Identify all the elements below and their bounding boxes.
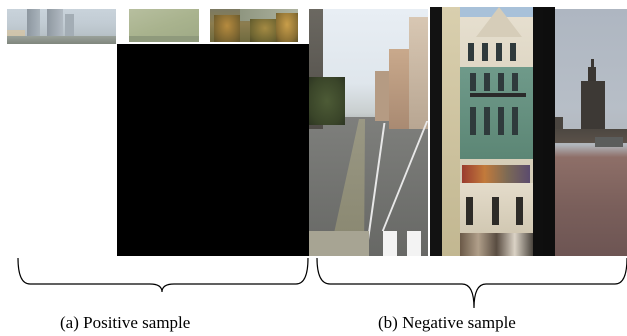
negative-sample-street-image [309, 9, 428, 256]
tree-shape [309, 77, 345, 125]
window [484, 73, 490, 91]
pedestrians [460, 233, 533, 256]
window [484, 107, 490, 135]
shop-sign [462, 165, 530, 183]
building-shape [555, 117, 563, 135]
building-shape [389, 49, 411, 129]
window [496, 43, 502, 61]
ground-strip [129, 36, 199, 42]
building-shape [65, 14, 74, 44]
curb [309, 231, 369, 256]
dark-border [533, 7, 543, 256]
building-shape [409, 17, 428, 129]
negative-sample-brace [316, 257, 627, 309]
door [516, 197, 523, 225]
negative-sample-caption: (b) Negative sample [378, 313, 516, 332]
window [512, 73, 518, 91]
building-shape [27, 9, 40, 44]
castle-spire [591, 59, 594, 69]
building-shape [47, 9, 63, 44]
building-shape [442, 7, 460, 256]
window [498, 73, 504, 91]
castle-tower [588, 67, 596, 85]
tree-shape [276, 13, 298, 42]
window [510, 43, 516, 61]
door [466, 197, 473, 225]
positive-sample-image-3 [210, 9, 298, 42]
tree-shape [250, 19, 280, 42]
window [468, 43, 474, 61]
window [470, 73, 476, 91]
castle [581, 81, 605, 131]
boat [595, 137, 623, 147]
positive-sample-caption: (a) Positive sample [60, 313, 191, 332]
negative-sample-river-image [555, 9, 627, 256]
negative-sample-building-image [430, 7, 543, 256]
dark-border [430, 7, 442, 256]
window [512, 107, 518, 135]
tree-shape [214, 15, 240, 42]
positive-sample-image-2 [129, 9, 199, 42]
crosswalk-stripe [407, 231, 421, 256]
building-shape [375, 71, 391, 121]
positive-sample-black-region [117, 44, 309, 256]
ground-strip [7, 36, 116, 44]
light-patch [7, 30, 25, 40]
positive-sample-image-1 [7, 9, 116, 44]
positive-sample-brace [17, 257, 309, 293]
window [482, 43, 488, 61]
window [498, 107, 504, 135]
balcony [470, 93, 526, 97]
crosswalk-stripe [383, 231, 397, 256]
door [492, 197, 499, 225]
black-separator [543, 7, 555, 256]
window [470, 107, 476, 135]
